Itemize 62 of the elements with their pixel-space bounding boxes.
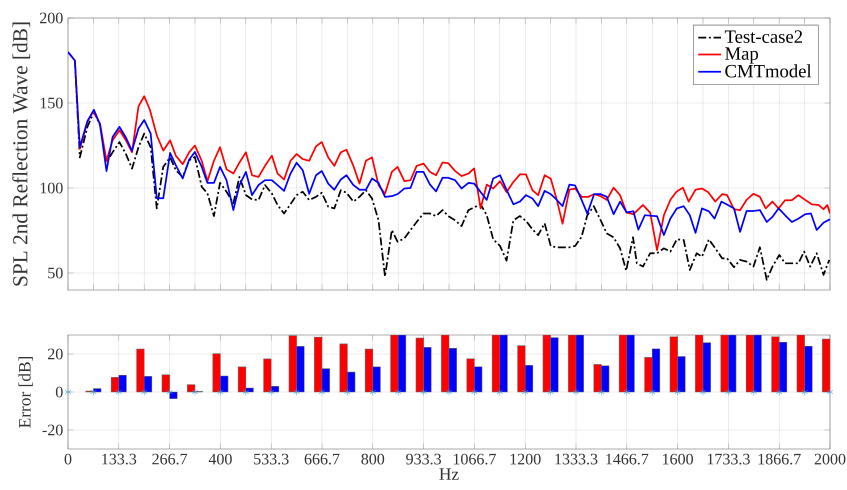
bar xyxy=(746,335,754,392)
bar xyxy=(423,347,432,392)
bar xyxy=(314,336,322,392)
x-tick-label: 1600 xyxy=(663,454,693,464)
y-tick-label: 50 xyxy=(48,268,63,278)
bar xyxy=(517,345,526,392)
bar xyxy=(441,335,450,392)
bar xyxy=(448,348,457,392)
y-tick-label: 0 xyxy=(56,386,63,398)
x-tick-label: 1733.3 xyxy=(708,454,750,465)
bar xyxy=(728,335,736,392)
bar xyxy=(644,357,652,392)
legend-label: Map xyxy=(725,47,758,64)
y-tick-label: 200 xyxy=(40,12,63,24)
y-tick-label: -20 xyxy=(42,424,63,436)
bar xyxy=(796,335,805,392)
bar xyxy=(670,336,678,392)
x-tick-label: 1466.7 xyxy=(606,454,648,465)
bar xyxy=(720,335,729,392)
y-tick-label: 20 xyxy=(48,348,63,360)
x-tick-label: 400 xyxy=(208,454,232,464)
x-tick-label: 533.3 xyxy=(254,454,289,465)
bar xyxy=(416,338,424,392)
x-tick-label: 666.7 xyxy=(304,454,340,465)
y-tick-label: 150 xyxy=(40,98,63,108)
legend-label: CMTmodel xyxy=(725,64,812,78)
bar xyxy=(492,335,500,392)
legend-label: Test-case2 xyxy=(724,30,802,43)
bar xyxy=(288,335,297,392)
y-tick-label: 100 xyxy=(40,182,63,194)
y-axis-title: SPL 2nd Reflection Wave [dB] xyxy=(12,22,30,286)
bar xyxy=(804,346,812,392)
x-axis-title: Hz xyxy=(439,468,459,480)
bar xyxy=(702,342,711,392)
bar xyxy=(568,335,576,392)
bar xyxy=(822,338,830,392)
x-tick-label: 800 xyxy=(361,454,384,464)
bar xyxy=(626,335,635,392)
bar xyxy=(398,335,406,392)
bar xyxy=(550,337,558,392)
bar xyxy=(771,336,780,392)
bar xyxy=(542,335,551,392)
bar xyxy=(136,348,144,392)
bar xyxy=(695,335,704,392)
bar xyxy=(296,346,304,392)
x-tick-label: 0 xyxy=(64,454,72,464)
bar xyxy=(618,335,628,392)
x-tick-label: 1333.3 xyxy=(555,454,598,465)
y-axis-title: Error [dB] xyxy=(18,356,33,428)
x-tick-label: 1866.7 xyxy=(758,454,801,465)
x-tick-label: 1200 xyxy=(510,454,541,464)
bar xyxy=(500,335,508,392)
x-tick-label: 133.3 xyxy=(102,454,136,465)
bar xyxy=(576,335,584,392)
x-tick-label: 1066.7 xyxy=(454,454,496,465)
x-tick-label: 933.3 xyxy=(406,454,441,465)
x-tick-label: 2000 xyxy=(814,454,846,464)
bar xyxy=(778,342,788,392)
bar xyxy=(390,335,398,392)
x-tick-label: 266.7 xyxy=(152,454,188,465)
bar xyxy=(652,348,660,392)
bar xyxy=(754,335,762,392)
